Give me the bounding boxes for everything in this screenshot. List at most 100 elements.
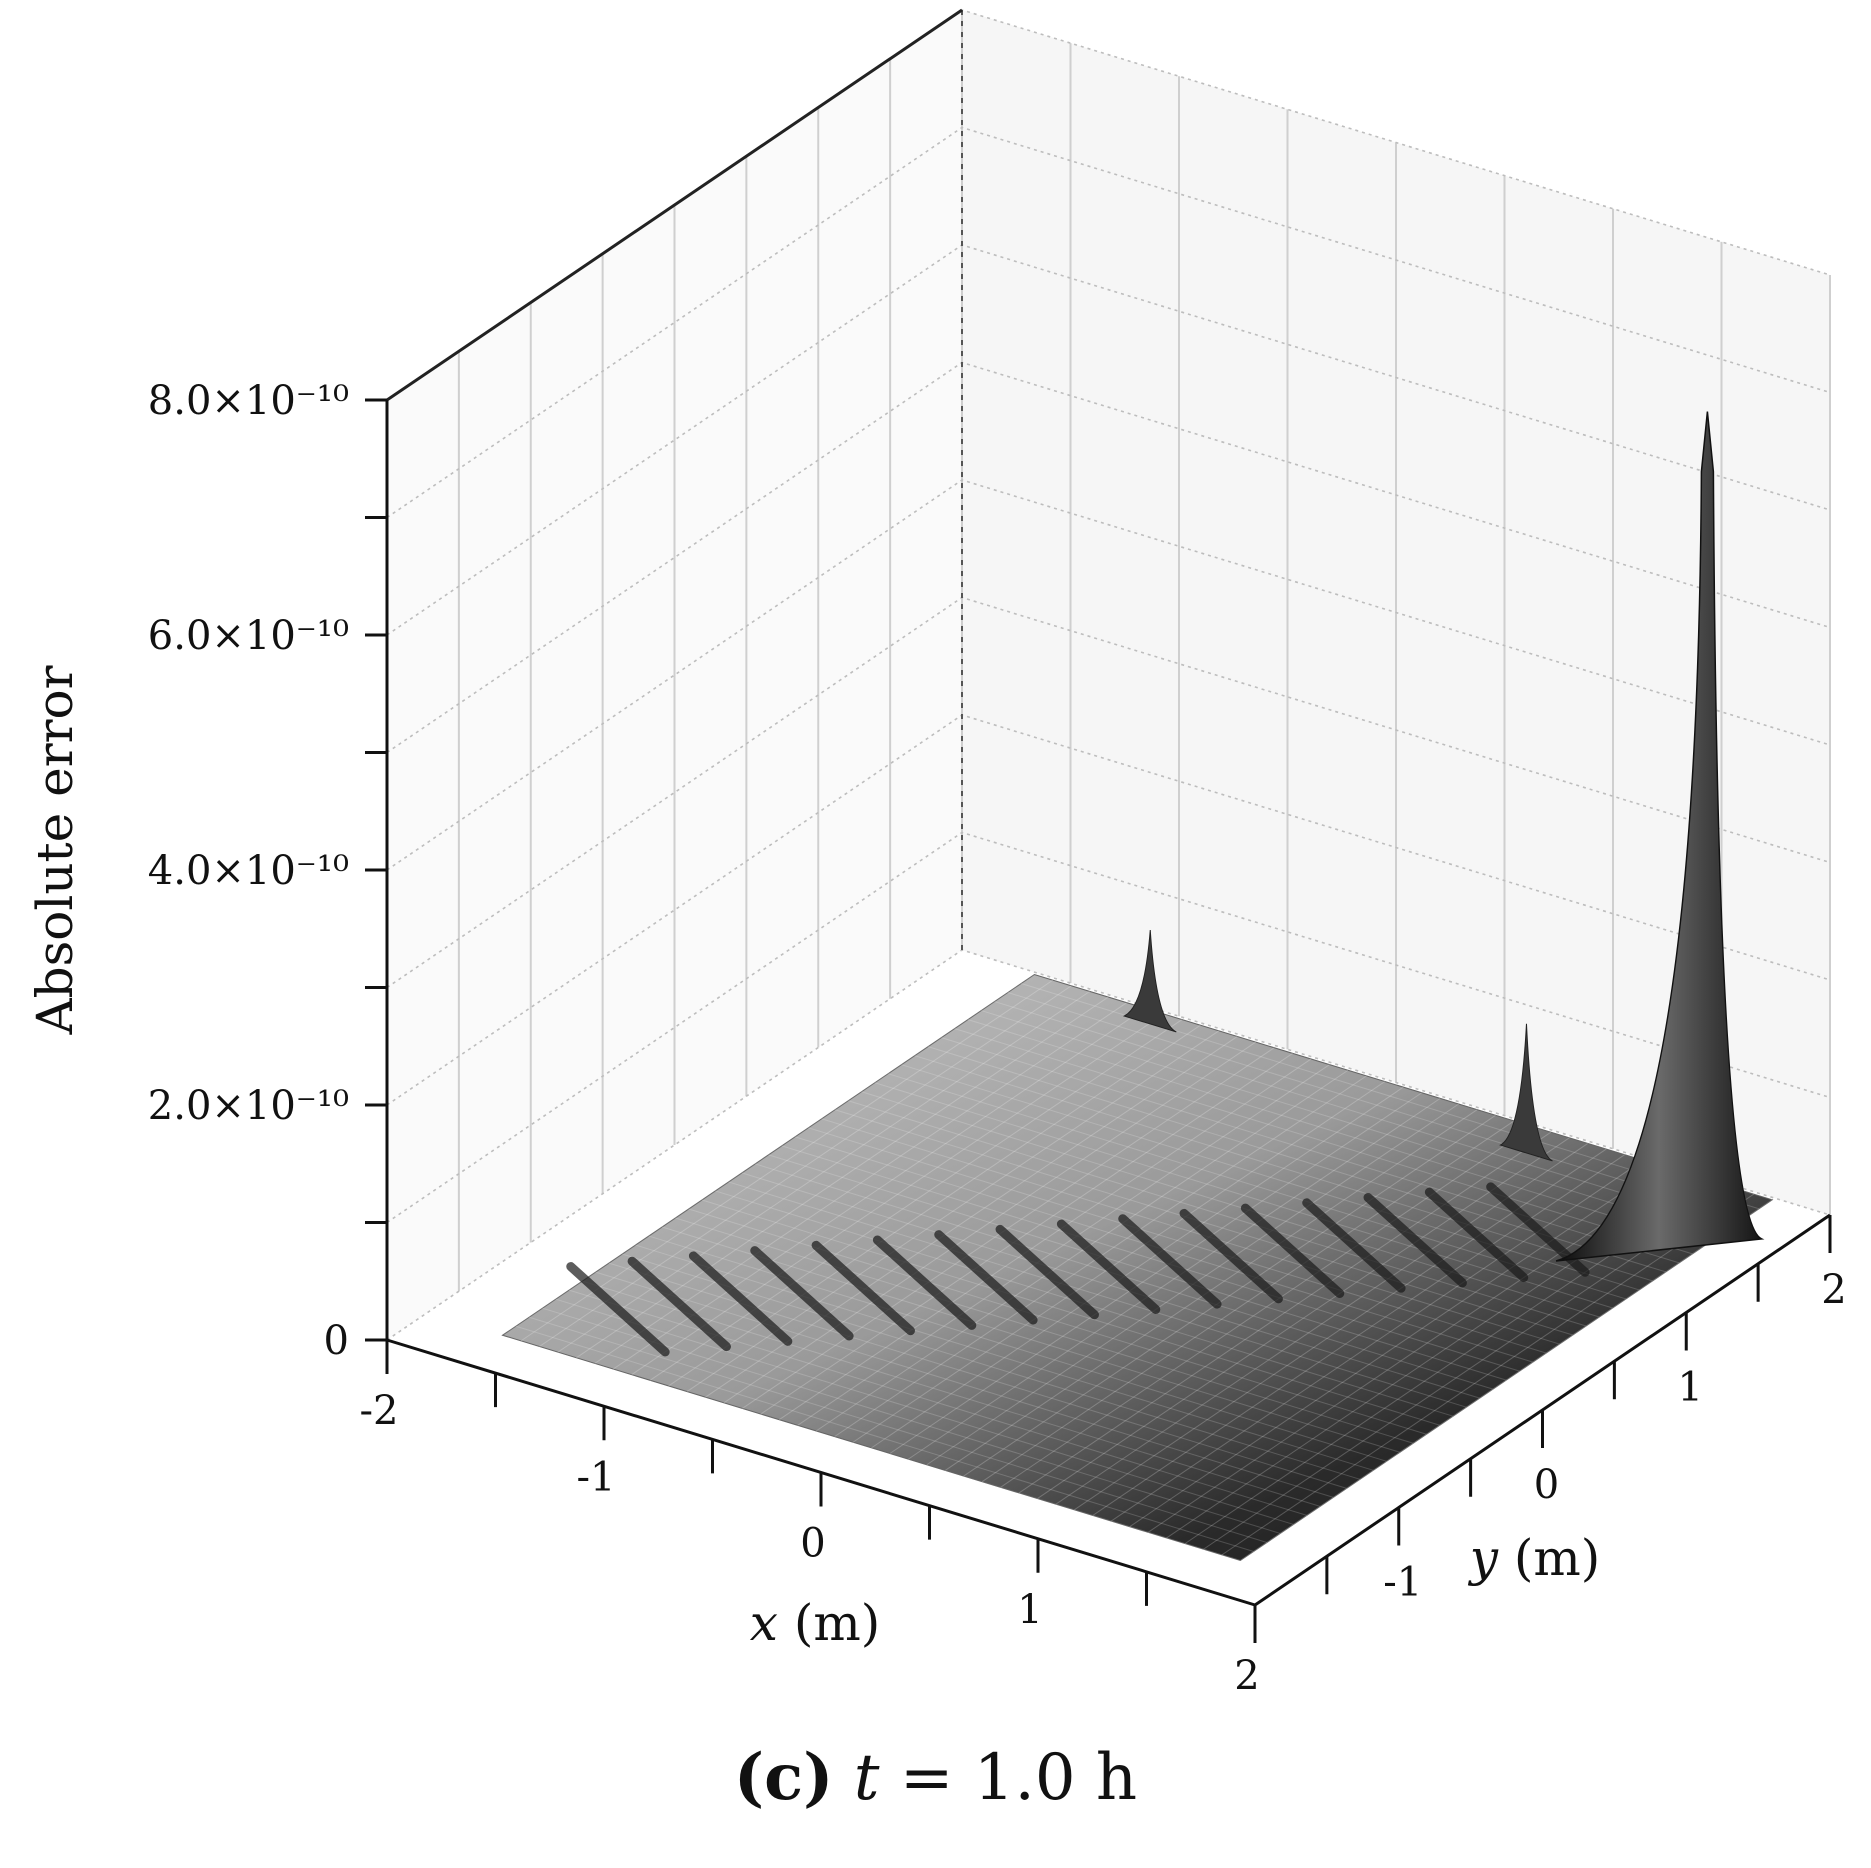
ridge-stripe	[1424, 1187, 1529, 1283]
surface-mesh-line	[631, 1013, 1164, 1376]
surface-mesh-line	[794, 1136, 1534, 1363]
y-axis-title: y (m)	[1468, 1529, 1601, 1587]
surface-mesh-line	[622, 1253, 1361, 1480]
secondary-peak	[1499, 1023, 1553, 1162]
surface-mesh-line	[815, 1069, 1349, 1432]
surface-mesh-line	[944, 1109, 1478, 1471]
caption-panel: (c)	[733, 1740, 834, 1815]
surface-mesh-line	[1000, 1126, 1533, 1488]
error-surface	[501, 411, 1774, 1562]
x-tick-label: -2	[360, 1388, 399, 1434]
x-axis-title-text: x (m)	[750, 1594, 881, 1652]
surface-mesh-line	[852, 1081, 1386, 1443]
surface-mesh-line	[1147, 1171, 1681, 1533]
surface-mesh-line	[981, 1120, 1515, 1483]
ridge-stripe	[750, 1246, 854, 1341]
caption-variable: t	[853, 1741, 880, 1815]
surface-mesh-line	[612, 1007, 1146, 1370]
ridge-stripe	[566, 1262, 670, 1357]
surface-mesh-line	[1055, 1143, 1589, 1505]
surface-mesh-line	[675, 1217, 1414, 1444]
surface-mesh-line	[528, 1316, 1268, 1543]
ridge-stripe	[1118, 1214, 1222, 1309]
surface-mesh-line	[649, 1019, 1183, 1381]
surface-mesh-line	[874, 1082, 1613, 1309]
surface-mesh-line	[768, 1154, 1507, 1381]
surface-mesh-line	[668, 1024, 1201, 1387]
surface-mesh-line	[542, 1307, 1281, 1534]
y-tick-label: 0	[1534, 1462, 1559, 1508]
z-tick-label: 4.0×10⁻¹⁰	[148, 848, 349, 894]
ridge-stripe	[1363, 1193, 1467, 1288]
surface-mesh-line	[834, 1109, 1573, 1336]
z-tick-label: 6.0×10⁻¹⁰	[148, 613, 349, 659]
z-tick-label: 0	[324, 1318, 349, 1364]
ridge-stripe	[872, 1235, 977, 1330]
surface-mesh-line	[705, 1036, 1238, 1398]
surface-mesh-line	[582, 1280, 1321, 1507]
grid-line	[386, 126, 1831, 519]
ridge-stripe	[1056, 1219, 1161, 1314]
y-axis-title-text-var: y	[1468, 1529, 1499, 1587]
x-axis-title: x (m)	[750, 1594, 881, 1652]
surface-mesh-line	[994, 1001, 1733, 1228]
surface-mesh-line	[963, 1114, 1496, 1477]
x-tick-label: 1	[1017, 1587, 1042, 1633]
surface-mesh-line	[576, 996, 1109, 1359]
surface-mesh-line	[908, 1097, 1441, 1460]
x-tick-label: 2	[1234, 1653, 1259, 1699]
surface-mesh-line	[1092, 1154, 1625, 1516]
surface-mesh-line	[502, 1334, 1241, 1561]
surface-mesh-line	[901, 1064, 1640, 1291]
ridge-stripe	[1179, 1208, 1283, 1304]
surface-mesh-line	[648, 1235, 1387, 1462]
surface-mesh-line	[1018, 1131, 1552, 1494]
surface-mesh-line	[821, 1118, 1560, 1345]
surface-mesh-line	[941, 1037, 1680, 1264]
surface-mesh-line	[954, 1028, 1693, 1255]
x-tick-label: 0	[800, 1521, 825, 1567]
surface-mesh-line	[848, 1100, 1587, 1327]
ridge-stripe	[811, 1240, 915, 1336]
top-edge	[386, 8, 963, 402]
surface-mesh-line	[723, 1041, 1257, 1404]
z-tick-label: 8.0×10⁻¹⁰	[148, 378, 349, 424]
y-axis-title-text-unit: (m)	[1498, 1529, 1600, 1587]
x-axis-title-text-unit: (m)	[778, 1594, 880, 1652]
x-tick-label: -1	[577, 1454, 616, 1500]
grid-line	[386, 479, 1831, 871]
surface-mesh-line	[1007, 992, 1746, 1219]
surface-mesh-line	[688, 1208, 1427, 1435]
surface-mesh-line	[701, 1199, 1440, 1426]
surface-mesh-line	[520, 979, 1054, 1342]
surface-mesh-line	[1110, 1159, 1644, 1522]
surface-mesh-line	[557, 990, 1091, 1353]
surface-mesh-line	[608, 1262, 1347, 1489]
surface-mesh-line	[778, 1058, 1312, 1421]
surface-mesh-line	[742, 1047, 1275, 1409]
y-tick-label: 1	[1678, 1365, 1703, 1411]
surface-mesh-line	[1221, 1193, 1755, 1556]
ridge-stripe	[995, 1224, 1099, 1320]
y-axis-title-text: y (m)	[1468, 1529, 1601, 1587]
grid-line	[386, 831, 1831, 1224]
surface-mesh-line	[741, 1172, 1480, 1399]
surface-mesh-line	[967, 1019, 1706, 1246]
z-tick-label: 2.0×10⁻¹⁰	[148, 1083, 349, 1129]
z-axis-title: Absolute error	[26, 665, 84, 1035]
surface-mesh-line	[539, 985, 1072, 1347]
x-axis-title-text-var: x	[750, 1594, 778, 1652]
surface-mesh-line	[728, 1181, 1467, 1408]
surface-mesh-line	[781, 1145, 1520, 1372]
surface-mesh-line	[861, 1091, 1600, 1318]
main-peak	[1555, 411, 1765, 1262]
surface-mesh-line	[515, 1325, 1254, 1552]
caption-rest: = 1.0 h	[879, 1741, 1138, 1815]
ridge-stripe	[1302, 1198, 1406, 1293]
surface-mesh-line	[555, 1298, 1294, 1525]
surface-mesh-line	[981, 1010, 1720, 1237]
surface-mesh-line	[797, 1064, 1330, 1426]
surface-mesh-line	[661, 1226, 1401, 1453]
surface-mesh-line	[1037, 1137, 1570, 1499]
